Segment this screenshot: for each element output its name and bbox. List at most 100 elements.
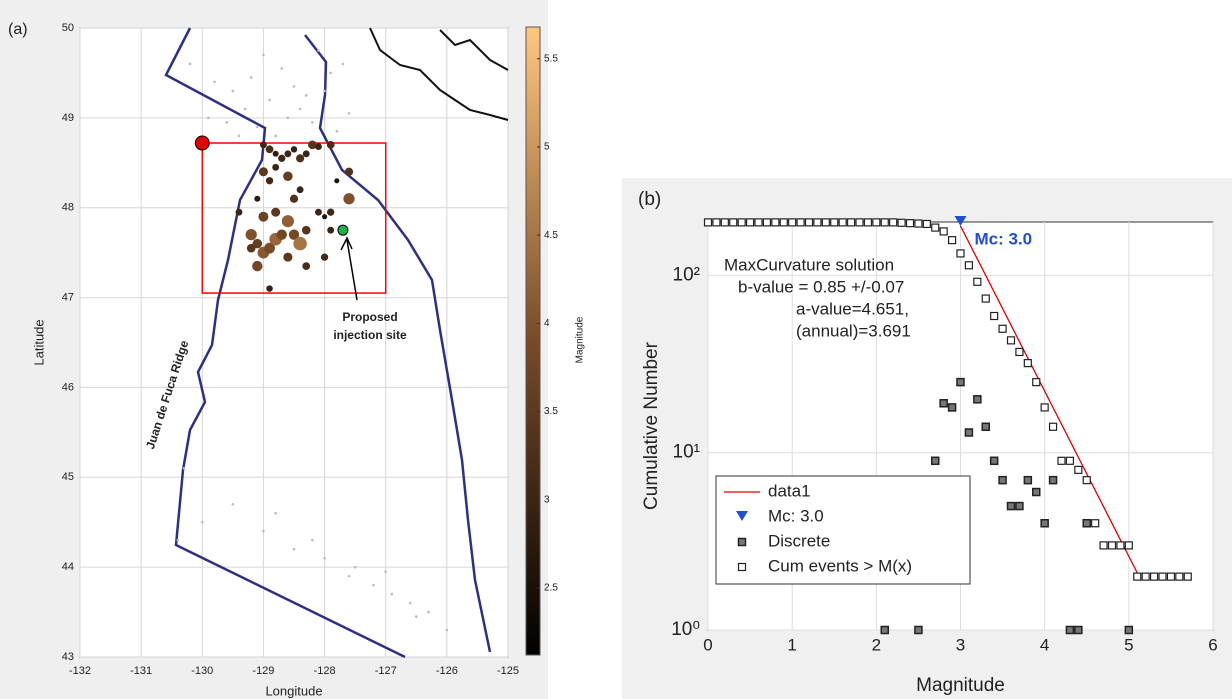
colorbar-tick-label: 2.5 [544, 583, 558, 594]
x-tick-label: 5 [1124, 635, 1133, 654]
legend-swatch [737, 562, 747, 572]
event [272, 163, 280, 171]
cumulative-point [830, 218, 839, 227]
legend-label: data1 [768, 481, 811, 500]
x-tick-label: -128 [314, 665, 336, 677]
x-axis-label: Longitude [265, 683, 322, 698]
event [320, 253, 329, 261]
background-event [341, 62, 345, 66]
background-event [200, 520, 204, 524]
background-event [256, 125, 259, 129]
background-event [311, 121, 314, 124]
background-event [292, 85, 296, 88]
y-tick-label: 43 [62, 651, 74, 663]
cumulative-point [754, 218, 763, 227]
cumulative-point [905, 219, 915, 228]
discrete-point [931, 456, 940, 466]
x-tick-label: -130 [191, 665, 213, 677]
legend-label: Mc: 3.0 [768, 506, 824, 525]
background-event [182, 467, 186, 470]
cumulative-point [981, 294, 990, 303]
cumulative-point [1166, 572, 1176, 581]
cumulative-point [939, 227, 948, 236]
fit-line [959, 225, 1138, 574]
legend-swatch [737, 537, 747, 547]
colorbar-tick-label: 3.5 [544, 406, 558, 417]
cumulative-point [1141, 572, 1150, 581]
event [334, 178, 340, 184]
y-tick-label: 49 [62, 112, 74, 124]
event [315, 208, 322, 216]
event [296, 154, 305, 163]
background-event [323, 89, 326, 93]
discrete-point [939, 399, 948, 408]
y-tick-label: 44 [62, 561, 74, 573]
background-event [347, 112, 351, 115]
panel-label: (a) [8, 21, 28, 38]
cumulative-point [855, 218, 864, 227]
cumulative-point [897, 218, 906, 227]
event [258, 211, 269, 222]
coastline [369, 27, 509, 121]
event [283, 252, 293, 262]
discrete-point [1006, 501, 1016, 511]
event [302, 150, 310, 158]
event [259, 141, 267, 149]
cumulative-point [1032, 378, 1041, 387]
cumulative-point [1183, 572, 1192, 581]
event [301, 225, 311, 235]
discrete-point [981, 422, 990, 432]
background-event [298, 107, 302, 111]
y-tick-label: 10⁰ [671, 619, 700, 640]
event [327, 226, 335, 234]
event [278, 154, 286, 162]
colorbar-tick-label: 5.5 [544, 53, 558, 64]
legend-label: Discrete [768, 531, 830, 550]
event [284, 150, 292, 158]
background-event [237, 134, 241, 138]
cumulative-point [729, 218, 738, 227]
background-event [274, 134, 277, 138]
y-tick-label: 10² [673, 264, 700, 285]
discrete-point [964, 428, 974, 437]
site-marker [337, 224, 349, 236]
event [252, 260, 263, 272]
cumulative-point [745, 218, 755, 227]
event [265, 145, 274, 154]
site-label: Proposed [342, 310, 397, 324]
cumulative-point [1023, 359, 1032, 368]
cumulative-point [804, 218, 814, 227]
x-tick-label: -129 [252, 665, 274, 677]
background-event [384, 570, 388, 573]
background-event [274, 511, 277, 515]
cumulative-point [1065, 456, 1075, 465]
panel-label: (b) [638, 189, 661, 210]
fit-annotation: MaxCurvature solution [724, 255, 894, 274]
event [302, 262, 311, 270]
cumulative-point [1057, 456, 1066, 465]
background-event [292, 547, 296, 551]
site-label: injection site [333, 328, 407, 342]
cumulative-point [737, 218, 746, 227]
x-tick-label: 2 [872, 635, 881, 654]
background-event [207, 116, 210, 120]
event [343, 193, 355, 205]
background-event [176, 538, 180, 542]
cumulative-point [838, 218, 847, 227]
cumulative-point [1124, 541, 1133, 550]
background-event [231, 502, 235, 506]
x-tick-label: -127 [375, 665, 397, 677]
cumulative-point [779, 218, 788, 227]
x-tick-label: 1 [787, 635, 796, 654]
background-event [188, 62, 192, 66]
cumulative-point [1082, 476, 1091, 485]
colorbar-tick-label: 4 [544, 318, 550, 329]
discrete-point [989, 456, 999, 466]
cumulative-point [1149, 572, 1159, 581]
discrete-point [1015, 501, 1024, 511]
event [289, 194, 299, 203]
discrete-point [1065, 625, 1075, 635]
cumulative-point [1074, 465, 1083, 474]
legend-label: Cum events > M(x) [768, 556, 912, 575]
event [296, 186, 304, 194]
